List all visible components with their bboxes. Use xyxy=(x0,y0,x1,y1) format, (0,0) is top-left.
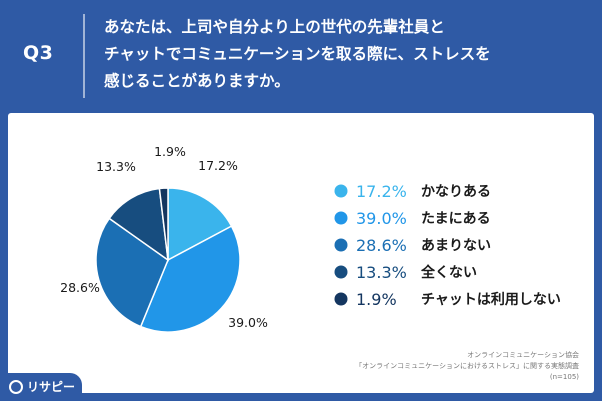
source-survey: 「オンラインコミュニケーションにおけるストレス」に関する実態調査 xyxy=(355,362,579,370)
legend-value: 13.3% xyxy=(356,263,407,282)
slice-value-label: 28.6% xyxy=(60,280,100,295)
logo-text: リサピー xyxy=(27,380,76,394)
logo-icon xyxy=(9,380,23,394)
legend-value: 1.9% xyxy=(356,290,397,309)
question-line: 感じることがありますか。 xyxy=(104,72,290,90)
question-line: あなたは、上司や自分より上の世代の先輩社員と xyxy=(104,18,445,36)
question-line: チャットでコミュニケーションを取る際に、ストレスを xyxy=(104,45,491,63)
legend-value: 17.2% xyxy=(356,182,407,201)
legend-swatch xyxy=(334,265,348,279)
brand-logo: リサピー xyxy=(0,373,82,401)
source-sample: (n=105) xyxy=(549,373,579,381)
legend-label: あまりない xyxy=(421,238,491,254)
legend-label: チャットは利用しない xyxy=(421,291,561,308)
legend-value: 28.6% xyxy=(356,236,407,255)
pie-slice xyxy=(158,187,169,261)
pie-slice xyxy=(167,187,233,262)
legend-label: かなりある xyxy=(421,184,491,200)
source-org: オンラインコミュニケーション協会 xyxy=(467,351,579,359)
legend-label: 全くない xyxy=(420,264,477,281)
pie-slice xyxy=(95,217,169,328)
legend-label: たまにある xyxy=(421,211,491,227)
legend-swatch xyxy=(334,238,348,252)
legend-value: 39.0% xyxy=(356,209,407,228)
pie-slice xyxy=(108,187,169,262)
slice-value-label: 39.0% xyxy=(228,315,268,330)
slice-value-label: 13.3% xyxy=(96,159,136,174)
question-text: あなたは、上司や自分より上の世代の先輩社員と チャットでコミュニケーションを取る… xyxy=(104,14,584,95)
question-number: Q3 xyxy=(23,42,54,64)
slice-value-label: 1.9% xyxy=(154,144,186,159)
legend-swatch xyxy=(334,292,348,306)
legend-swatch xyxy=(334,211,348,225)
header-divider xyxy=(83,14,85,98)
legend-swatch xyxy=(334,184,348,198)
source-note: オンラインコミュニケーション協会 「オンラインコミュニケーションにおけるストレス… xyxy=(355,350,579,383)
pie-slice xyxy=(139,225,241,333)
slice-value-label: 17.2% xyxy=(198,158,238,173)
header: Q3 あなたは、上司や自分より上の世代の先輩社員と チャットでコミュニケーション… xyxy=(0,0,602,112)
